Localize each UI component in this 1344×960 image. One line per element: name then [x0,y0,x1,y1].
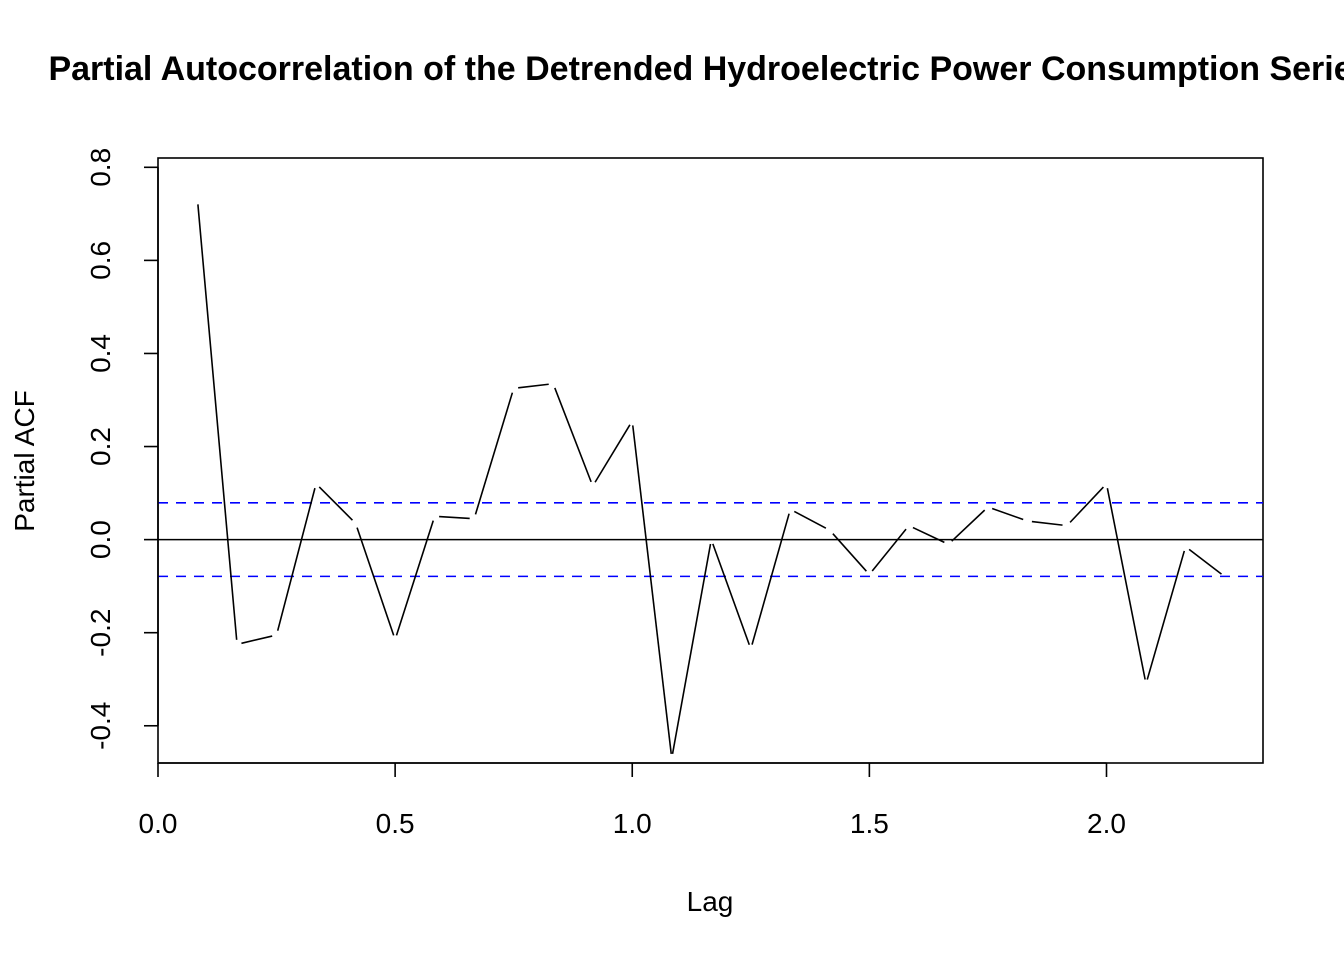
series-segment [951,509,986,542]
y-axis: -0.4 -0.2 0.0 0.2 0.4 0.6 0.8 [85,148,159,750]
series-segment [356,527,395,636]
series-segment [241,635,273,645]
y-tick-label: 0.6 [85,241,116,280]
series-segment [671,543,712,755]
series-segment [1106,488,1146,680]
series-segment [1069,486,1104,523]
x-tick-label: 0.5 [376,808,415,839]
x-tick-label: 1.5 [850,808,889,839]
chart-title: Partial Autocorrelation of the Detrended… [48,50,1344,88]
series-segment [712,543,751,646]
series-segment [395,520,435,636]
series-segment [912,526,945,544]
x-axis-label: Lag [687,886,734,917]
series-segment [318,486,354,521]
series-segment [631,425,673,754]
series-segment [474,392,514,515]
series-segment [1188,548,1222,575]
series-segment [197,204,238,640]
x-tick-label: 2.0 [1087,808,1126,839]
y-tick-label: 0.2 [85,427,116,466]
y-tick-label: -0.2 [85,609,116,657]
y-tick-label: 0.8 [85,148,116,187]
series-segment [554,387,592,483]
series-segment [276,487,316,631]
series-segment [991,507,1024,521]
series-segment [793,510,827,529]
series-segment [594,424,631,483]
plot-frame [157,157,1264,764]
x-axis: 0.0 0.5 1.0 1.5 2.0 [139,762,1126,839]
y-tick-label: -0.4 [85,702,116,750]
series-segment [1146,550,1186,680]
x-tick-label: 1.0 [613,808,652,839]
y-tick-label: 0.4 [85,334,116,373]
series-segment [518,383,549,389]
pacf-series [197,204,1222,755]
y-axis-label: Partial ACF [9,390,40,532]
x-tick-label: 0.0 [139,808,178,839]
series-segment [439,515,470,520]
series-segment [871,528,907,572]
confidence-bounds [158,502,1263,578]
series-segment [1031,520,1063,526]
series-segment [751,513,790,645]
y-tick-label: 0.0 [85,520,116,559]
series-segment [832,533,867,572]
